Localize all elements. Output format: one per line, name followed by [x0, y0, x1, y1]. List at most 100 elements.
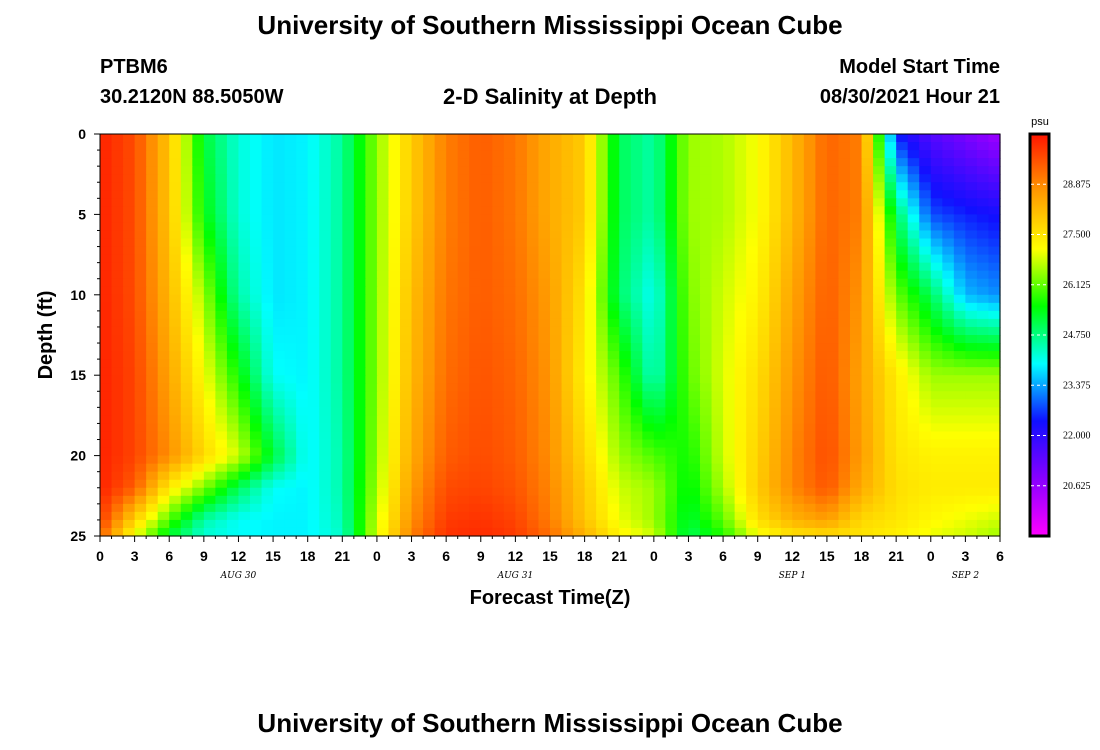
heatmap-cell	[342, 150, 355, 159]
y-tick-label: 5	[78, 206, 86, 222]
heatmap-cell	[642, 367, 655, 376]
heatmap-cell	[319, 335, 332, 344]
heatmap-cell	[953, 134, 966, 143]
heatmap-cell	[942, 326, 955, 336]
heatmap-cell	[342, 343, 355, 352]
heatmap-cell	[780, 399, 793, 408]
heatmap-cell	[792, 463, 805, 473]
heatmap-cell	[826, 375, 840, 384]
heatmap-cell	[630, 527, 643, 537]
heatmap-cell	[550, 399, 563, 408]
heatmap-cell	[157, 359, 170, 368]
heatmap-cell	[226, 447, 240, 457]
heatmap-cell	[457, 495, 470, 505]
heatmap-cell	[492, 391, 505, 400]
heatmap-cell	[307, 278, 320, 288]
heatmap-cell	[446, 471, 459, 481]
heatmap-cell	[388, 343, 401, 352]
heatmap-cell	[273, 158, 286, 167]
heatmap-cell	[342, 471, 355, 481]
heatmap-cell	[723, 367, 736, 376]
heatmap-cell	[688, 367, 701, 376]
heatmap-cell	[676, 270, 690, 280]
heatmap-cell	[480, 511, 493, 521]
heatmap-cell	[526, 246, 540, 256]
heatmap-cell	[434, 134, 447, 143]
heatmap-cell	[780, 431, 793, 441]
heatmap-cell	[192, 527, 205, 537]
heatmap-cell	[861, 399, 874, 408]
heatmap-cell	[203, 415, 216, 425]
heatmap-cell	[700, 375, 713, 384]
heatmap-cell	[203, 206, 216, 215]
heatmap-cell	[123, 198, 136, 207]
heatmap-cell	[273, 527, 286, 537]
heatmap-cell	[503, 246, 516, 256]
heatmap-cell	[723, 511, 736, 521]
heatmap-cell	[953, 190, 966, 199]
heatmap-cell	[180, 479, 193, 489]
heatmap-cell	[953, 463, 966, 473]
heatmap-cell	[319, 439, 332, 449]
heatmap-cell	[180, 463, 193, 473]
heatmap-cell	[561, 206, 574, 215]
heatmap-cell	[226, 190, 240, 199]
heatmap-cell	[596, 222, 609, 232]
heatmap-cell	[215, 302, 228, 312]
heatmap-cell	[261, 479, 274, 489]
heatmap-cell	[457, 503, 470, 513]
heatmap-cell	[550, 158, 563, 167]
heatmap-cell	[607, 479, 620, 489]
heatmap-cell	[815, 431, 828, 441]
heatmap-cell	[215, 519, 228, 529]
heatmap-cell	[919, 351, 932, 360]
heatmap-cell	[665, 182, 678, 191]
heatmap-cell	[826, 214, 840, 224]
heatmap-cell	[907, 262, 920, 272]
heatmap-cell	[584, 166, 597, 175]
heatmap-cell	[261, 286, 274, 296]
heatmap-cell	[734, 415, 747, 425]
heatmap-cell	[838, 310, 851, 320]
heatmap-cell	[134, 519, 147, 529]
heatmap-cell	[676, 174, 690, 183]
heatmap-cell	[884, 254, 897, 264]
heatmap-cell	[642, 447, 655, 457]
heatmap-cell	[873, 423, 886, 433]
heatmap-cell	[503, 471, 516, 481]
heatmap-cell	[930, 174, 943, 183]
heatmap-cell	[988, 455, 1001, 465]
heatmap-cell	[215, 254, 228, 264]
heatmap-cell	[192, 326, 205, 336]
heatmap-cell	[734, 294, 747, 304]
heatmap-cell	[988, 415, 1001, 425]
heatmap-cell	[284, 278, 297, 288]
heatmap-cell	[434, 174, 447, 183]
heatmap-cell	[988, 511, 1001, 521]
heatmap-cell	[515, 294, 528, 304]
heatmap-cell	[330, 487, 343, 497]
heatmap-cell	[930, 286, 943, 296]
heatmap-cell	[215, 206, 228, 215]
heatmap-cell	[250, 198, 263, 207]
heatmap-cell	[296, 182, 309, 191]
heatmap-cell	[919, 262, 932, 272]
heatmap-cell	[400, 294, 413, 304]
heatmap-cell	[515, 142, 528, 151]
heatmap-cell	[469, 150, 482, 159]
heatmap-cell	[861, 262, 874, 272]
heatmap-cell	[780, 134, 793, 143]
heatmap-cell	[284, 343, 297, 352]
heatmap-cell	[942, 375, 955, 384]
heatmap-cell	[261, 423, 274, 433]
heatmap-cell	[226, 174, 240, 183]
heatmap-cell	[388, 471, 401, 481]
heatmap-cell	[123, 318, 136, 328]
heatmap-cell	[250, 294, 263, 304]
heatmap-cell	[965, 415, 978, 425]
heatmap-cell	[711, 190, 724, 199]
heatmap-cell	[400, 391, 413, 400]
heatmap-cell	[734, 423, 747, 433]
heatmap-cell	[584, 519, 597, 529]
heatmap-cell	[780, 294, 793, 304]
